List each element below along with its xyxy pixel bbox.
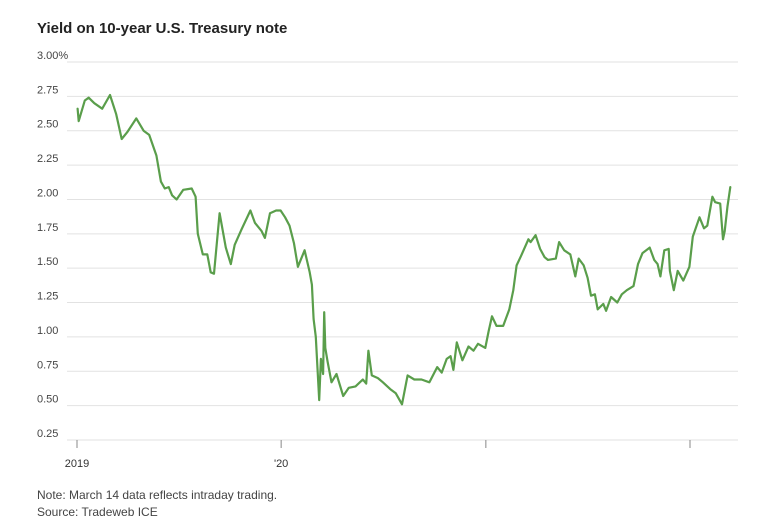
y-tick-label: 3.00% bbox=[37, 50, 68, 62]
x-tick-label: '20 bbox=[274, 458, 288, 470]
yield-line-chart: 3.00% 2.75 2.50 2.25 2.00 1.75 1.50 1.25 1.00 0.7… bbox=[37, 50, 738, 470]
gridlines bbox=[67, 61, 738, 441]
y-tick-label: 2.50 bbox=[37, 119, 58, 131]
chart-notes: Note: March 14 data reflects intraday tr… bbox=[37, 487, 277, 521]
x-tick-label: 2019 bbox=[65, 458, 89, 470]
series-line-0 bbox=[76, 93, 732, 406]
y-tick-label: 2.00 bbox=[37, 187, 58, 199]
series-layer bbox=[76, 93, 732, 406]
y-tick-label: 2.25 bbox=[37, 153, 58, 165]
y-tick-label: 0.25 bbox=[37, 428, 58, 440]
y-axis-ticks: 3.00% 2.75 2.50 2.25 2.00 1.75 1.50 1.25 1.00 0.7… bbox=[37, 50, 68, 440]
y-tick-label: 1.75 bbox=[37, 222, 58, 234]
y-tick-label: 1.00 bbox=[37, 325, 58, 337]
y-tick-label: 1.50 bbox=[37, 256, 58, 268]
source-text: Source: Tradeweb ICE bbox=[37, 505, 158, 519]
chart-title: Yield on 10-year U.S. Treasury note bbox=[37, 20, 288, 37]
y-tick-label: 0.50 bbox=[37, 394, 58, 406]
x-axis: 2019 '20 bbox=[65, 440, 691, 470]
note-text: Note: March 14 data reflects intraday tr… bbox=[37, 488, 278, 502]
y-tick-label: 0.75 bbox=[37, 359, 58, 371]
y-tick-label: 1.25 bbox=[37, 291, 58, 303]
y-tick-label: 2.75 bbox=[37, 84, 58, 96]
